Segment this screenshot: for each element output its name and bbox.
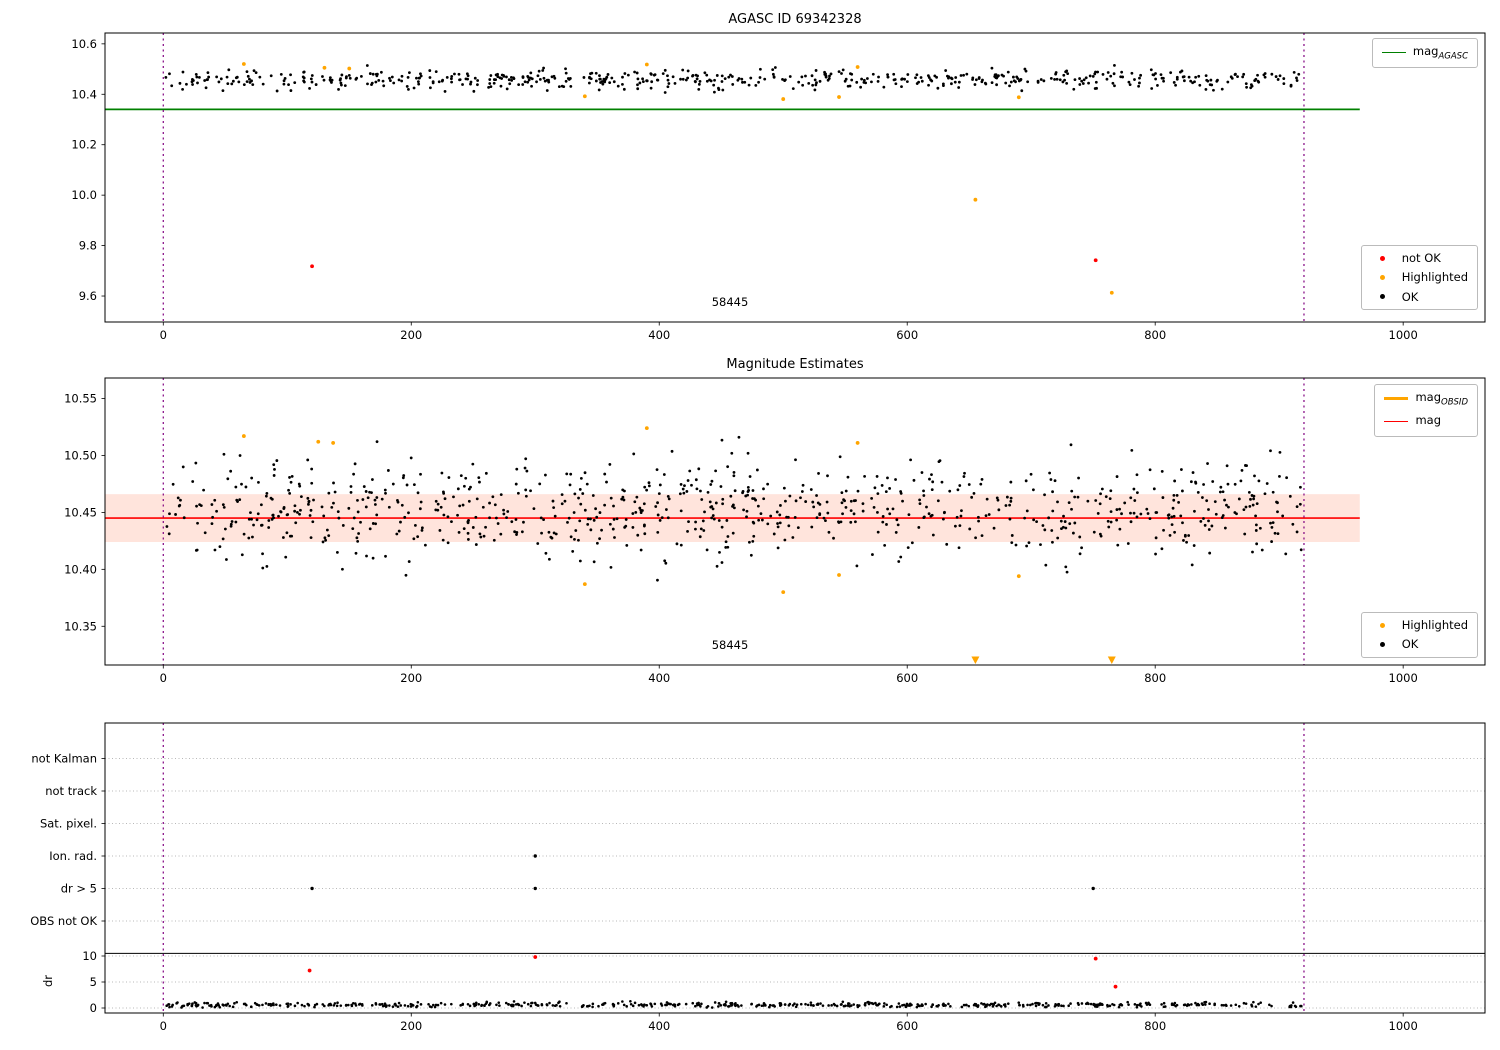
svg-text:600: 600 — [896, 1019, 918, 1033]
legend-item-highlighted: Highlighted — [1371, 618, 1468, 632]
svg-text:10.0: 10.0 — [71, 188, 97, 202]
highlighted-marker — [1371, 275, 1395, 281]
svg-text:10.40: 10.40 — [64, 562, 97, 576]
svg-text:200: 200 — [400, 328, 422, 342]
svg-text:0: 0 — [90, 1001, 97, 1015]
legend-label: Highlighted — [1401, 270, 1468, 285]
obsid-label-middle: 58445 — [711, 638, 749, 652]
legend-item-ok: OK — [1371, 290, 1468, 304]
svg-text:10.50: 10.50 — [64, 448, 97, 462]
svg-text:9.8: 9.8 — [79, 239, 97, 253]
svg-text:9.6: 9.6 — [79, 289, 97, 303]
legend-item-highlighted: Highlighted — [1371, 270, 1468, 284]
legend-item-mag-obsid: magOBSID — [1384, 390, 1468, 408]
svg-text:200: 200 — [400, 671, 422, 685]
svg-text:800: 800 — [1144, 1019, 1166, 1033]
legend-label: magAGASC — [1412, 44, 1468, 62]
plot-title-magnitude-estimates: Magnitude Estimates — [726, 357, 864, 372]
svg-text:OBS not OK: OBS not OK — [30, 914, 97, 928]
dr-axis-label: dr — [41, 974, 55, 988]
svg-text:5: 5 — [90, 975, 97, 989]
svg-text:1000: 1000 — [1389, 671, 1418, 685]
not-ok-marker — [1371, 255, 1395, 261]
svg-text:0: 0 — [160, 671, 167, 685]
svg-text:10.55: 10.55 — [64, 392, 97, 406]
svg-text:1000: 1000 — [1389, 1019, 1418, 1033]
mag-agasc-line-swatch — [1381, 52, 1406, 54]
svg-text:10.6: 10.6 — [71, 37, 97, 51]
svg-text:not Kalman: not Kalman — [31, 752, 97, 766]
svg-text:400: 400 — [648, 1019, 670, 1033]
ok-marker — [1371, 294, 1395, 300]
mag-line-swatch — [1384, 421, 1409, 423]
legend-magest-points: Highlighted OK — [1360, 612, 1478, 658]
legend-item-ok: OK — [1371, 637, 1468, 651]
highlighted-marker — [1371, 622, 1395, 628]
legend-label: magOBSID — [1415, 390, 1468, 408]
mag-obsid-line-swatch — [1384, 397, 1409, 401]
svg-text:600: 600 — [896, 671, 918, 685]
legend-item-not-ok: not OK — [1371, 251, 1468, 265]
obsid-label-top: 58445 — [711, 295, 749, 309]
legend-label: OK — [1401, 637, 1419, 652]
legend-item-mag: mag — [1384, 413, 1468, 431]
svg-text:10.4: 10.4 — [71, 87, 97, 101]
svg-text:10.35: 10.35 — [64, 619, 97, 633]
svg-text:400: 400 — [648, 671, 670, 685]
svg-text:Sat. pixel.: Sat. pixel. — [40, 817, 97, 831]
legend-label: mag — [1415, 412, 1442, 427]
legend-agasc-ref: magAGASC — [1371, 38, 1478, 68]
svg-text:10.45: 10.45 — [64, 505, 97, 519]
svg-text:200: 200 — [400, 1019, 422, 1033]
svg-text:800: 800 — [1144, 328, 1166, 342]
svg-text:Ion. rad.: Ion. rad. — [49, 849, 97, 863]
svg-text:dr > 5: dr > 5 — [61, 882, 97, 896]
svg-text:600: 600 — [896, 328, 918, 342]
svg-text:1000: 1000 — [1389, 328, 1418, 342]
legend-label: Highlighted — [1401, 618, 1468, 632]
svg-text:0: 0 — [160, 1019, 167, 1033]
ok-marker — [1371, 642, 1395, 648]
svg-text:not track: not track — [45, 784, 97, 798]
svg-text:400: 400 — [648, 328, 670, 342]
legend-item-mag-agasc: magAGASC — [1381, 44, 1468, 62]
svg-text:10.2: 10.2 — [71, 138, 97, 152]
legend-label: OK — [1401, 289, 1419, 304]
svg-text:10: 10 — [82, 949, 97, 963]
svg-text:0: 0 — [160, 328, 167, 342]
legend-magest-lines: magOBSID mag — [1374, 384, 1478, 437]
plot-title-agasc: AGASC ID 69342328 — [728, 12, 862, 27]
legend-label: not OK — [1401, 251, 1441, 265]
svg-text:800: 800 — [1144, 671, 1166, 685]
legend-agasc-points: not OK Highlighted OK — [1360, 245, 1478, 311]
